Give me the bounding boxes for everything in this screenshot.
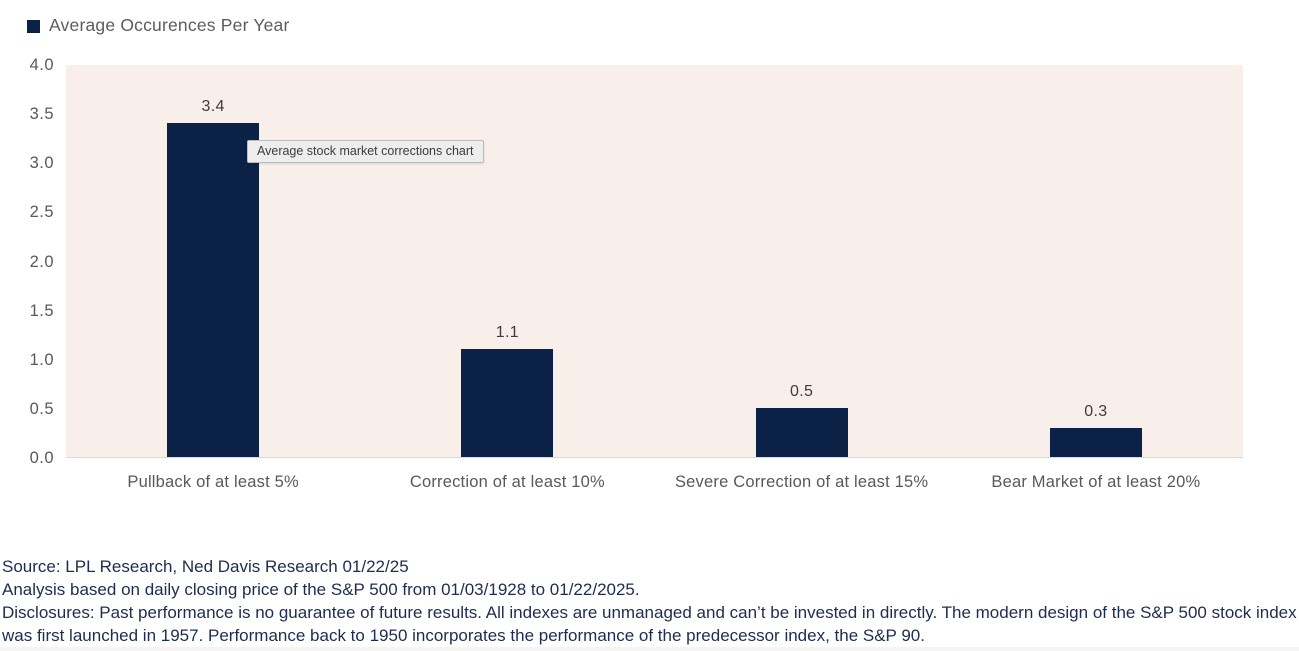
bar xyxy=(461,349,554,457)
x-tick-bear-market: Bear Market of at least 20% xyxy=(991,473,1201,491)
x-axis: Pullback of at least 5% Correction of at… xyxy=(66,473,1243,492)
bar-value-label: 0.3 xyxy=(1084,403,1108,420)
y-axis: 4.0 3.5 3.0 2.5 2.0 1.5 1.0 0.5 0.0 xyxy=(0,55,54,468)
bar-group-bear-market: 0.3 xyxy=(949,65,1243,457)
x-tick-severe-correction: Severe Correction of at least 15% xyxy=(674,473,929,491)
hover-tooltip: Average stock market corrections chart xyxy=(247,140,484,163)
x-tick-correction: Correction of at least 10% xyxy=(409,473,605,491)
y-tick: 2.0 xyxy=(29,252,54,271)
chart-legend: Average Occurences Per Year xyxy=(27,15,290,36)
bar xyxy=(1049,428,1142,457)
y-tick: 4.0 xyxy=(29,56,54,74)
legend-swatch-icon xyxy=(27,19,40,33)
analysis-line: Analysis based on daily closing price of… xyxy=(2,580,640,599)
bottom-strip xyxy=(0,647,1299,651)
y-tick: 1.5 xyxy=(29,301,54,320)
bar-value-label: 0.5 xyxy=(790,383,814,400)
bar-group-severe-correction: 0.5 xyxy=(655,65,949,457)
source-line: Source: LPL Research, Ned Davis Research… xyxy=(2,557,409,576)
bar xyxy=(167,123,260,457)
y-tick: 3.5 xyxy=(29,105,54,124)
y-tick: 3.0 xyxy=(29,154,54,173)
bar-value-label: 1.1 xyxy=(495,324,519,341)
bar-group-correction: 1.1 xyxy=(360,65,654,457)
bar-group-pullback: 3.4 xyxy=(66,65,360,457)
footnotes: Source: LPL Research, Ned Davis Research… xyxy=(2,555,1298,647)
y-tick: 0.0 xyxy=(29,449,54,467)
y-tick: 1.0 xyxy=(29,350,54,369)
bars-row: 3.4 1.1 0.5 0.3 xyxy=(66,65,1243,457)
legend-label: Average Occurences Per Year xyxy=(49,15,290,35)
disclosures-line: Disclosures: Past performance is no guar… xyxy=(2,603,1297,645)
y-tick: 0.5 xyxy=(29,399,54,418)
y-tick: 2.5 xyxy=(29,203,54,222)
bar-value-label: 3.4 xyxy=(201,98,225,115)
chart-plot-area[interactable]: 3.4 1.1 0.5 0.3 xyxy=(66,65,1243,458)
x-tick-pullback: Pullback of at least 5% xyxy=(127,473,299,491)
bar xyxy=(755,408,848,457)
